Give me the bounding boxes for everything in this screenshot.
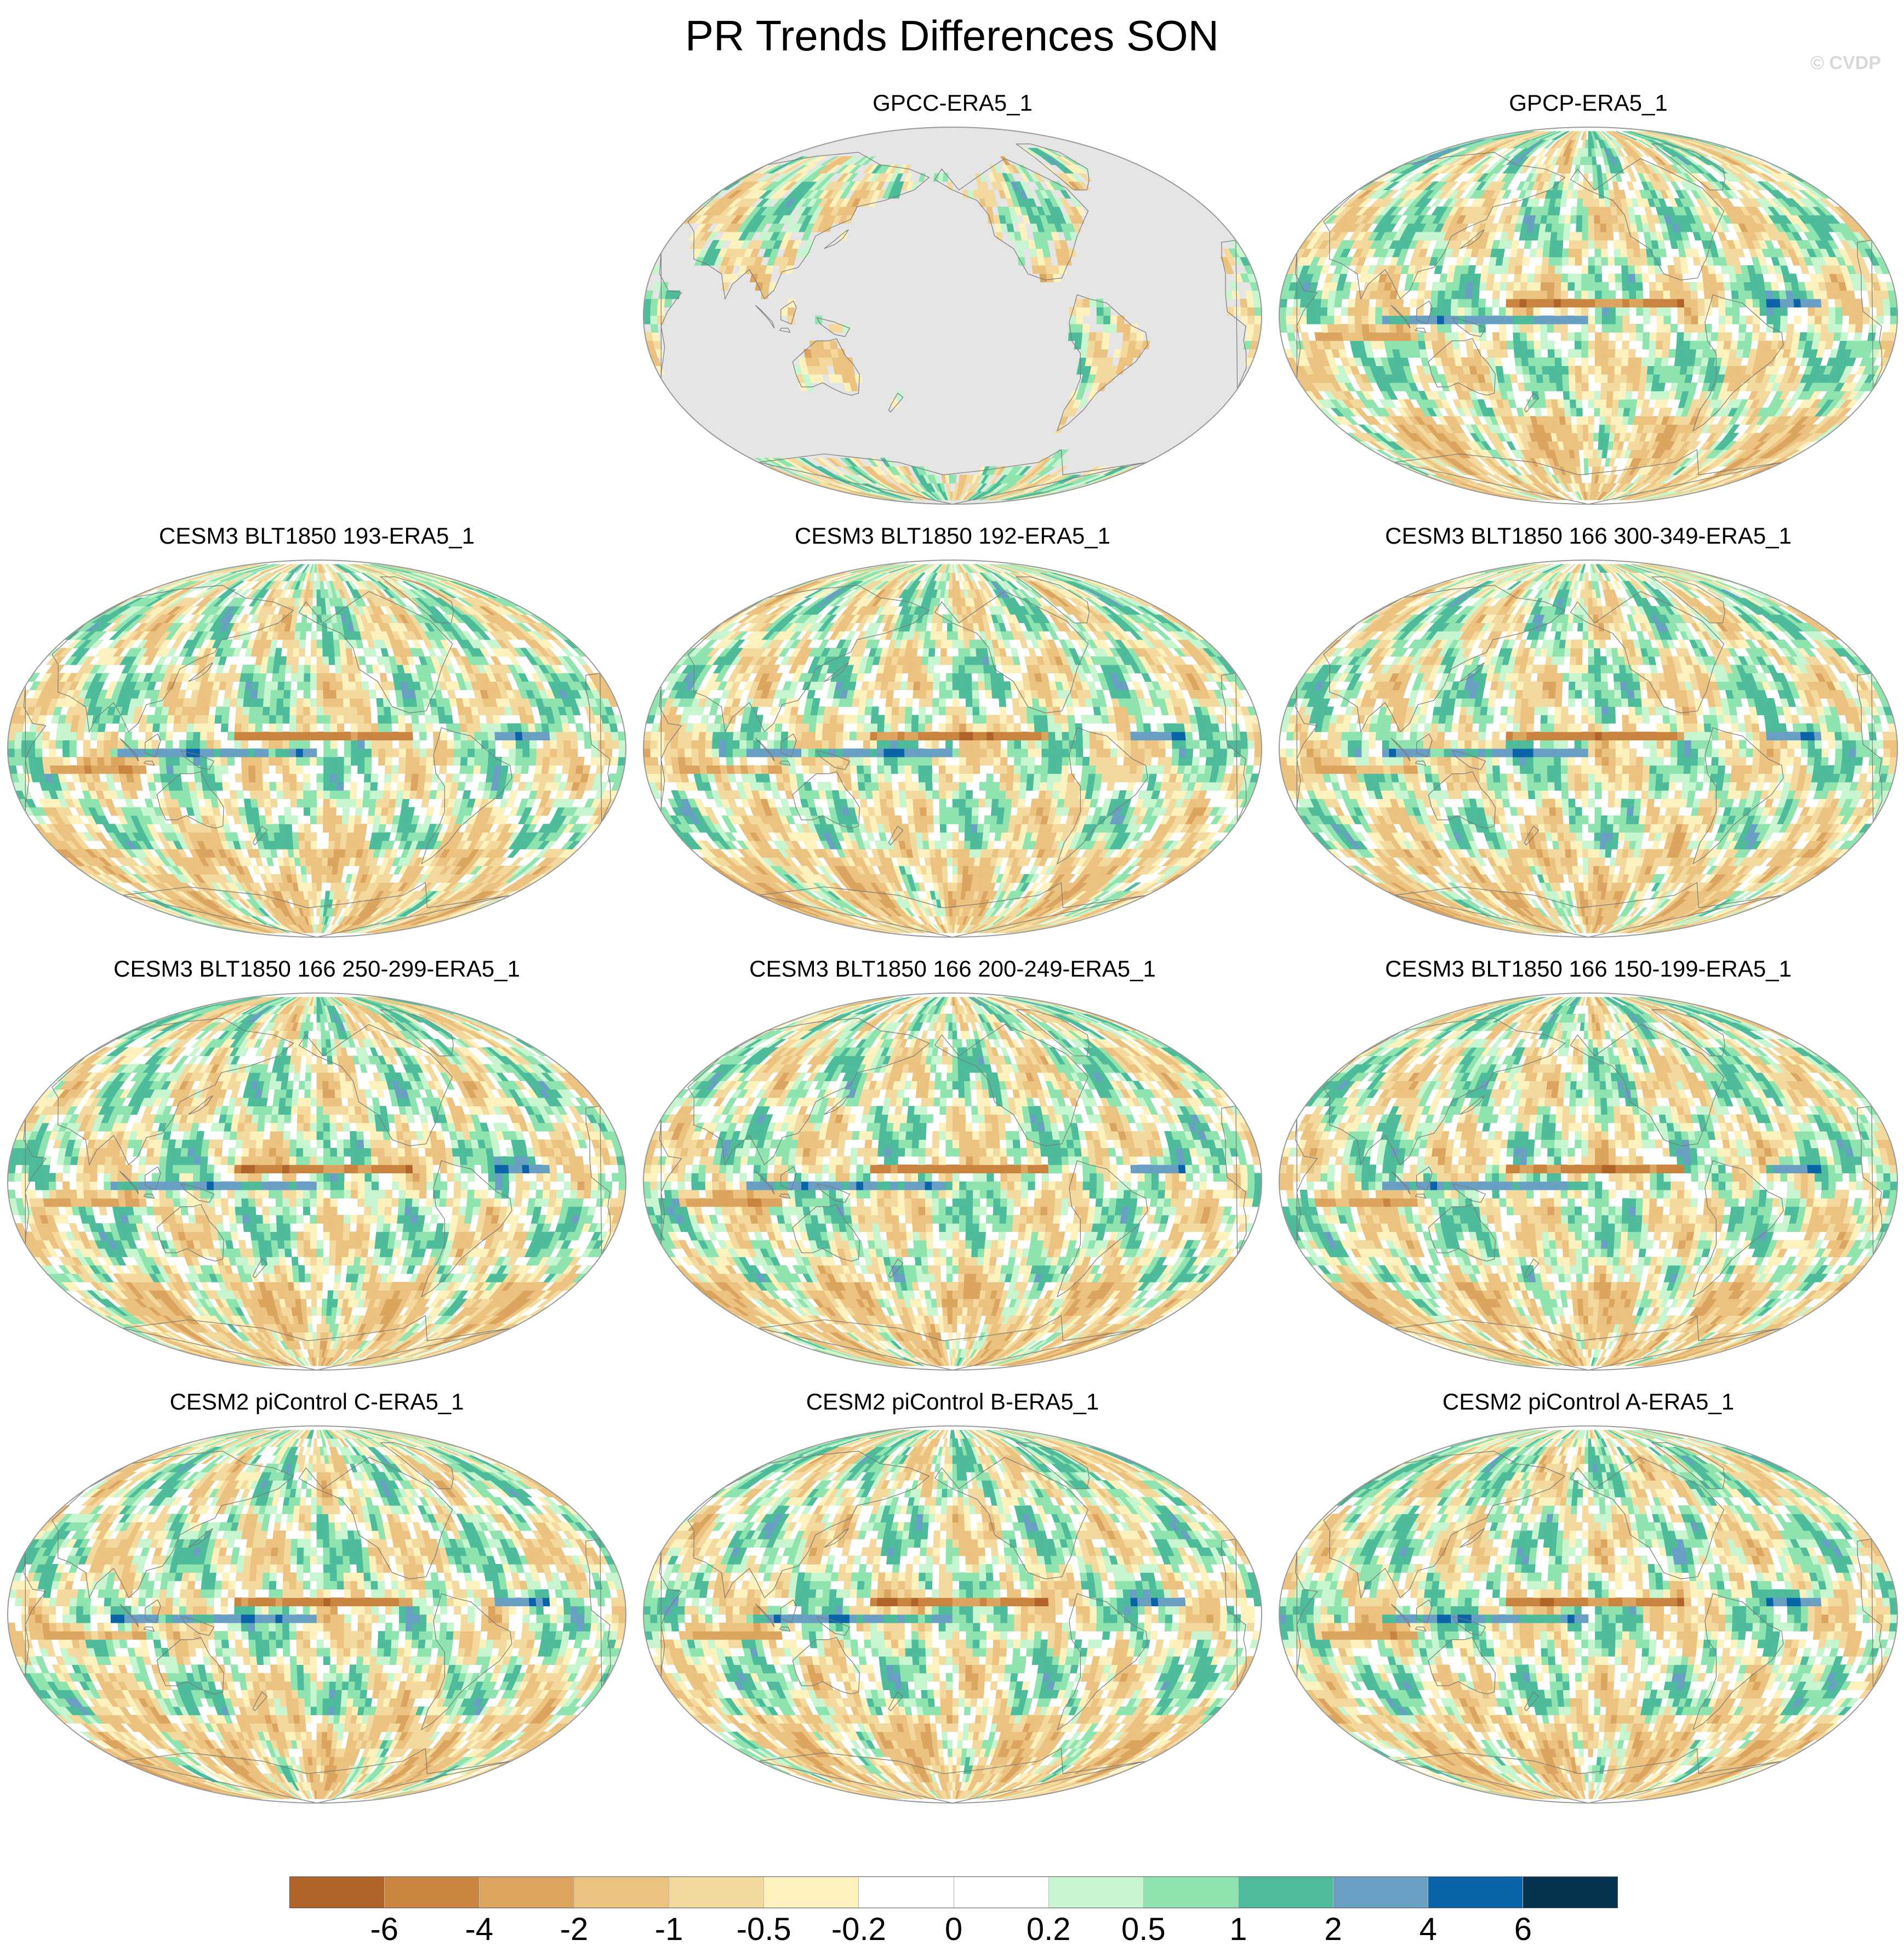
- globe-outline: [7, 560, 626, 938]
- colorbar-tick-label: 6: [1514, 1910, 1532, 1949]
- map-panel: CESM3 BLT1850 193-ERA5_1: [4, 521, 629, 948]
- robinson-map: [1279, 127, 1898, 505]
- trend-field: [643, 564, 1262, 933]
- trend-field: [1279, 997, 1897, 1366]
- colorbar-box: [1238, 1877, 1333, 1908]
- map-panel: CESM2 piControl C-ERA5_1: [4, 1387, 629, 1814]
- map-panel: CESM3 BLT1850 192-ERA5_1: [640, 521, 1265, 948]
- cvdp-credit: © CVDP: [1810, 53, 1881, 74]
- panel-title: GPCC-ERA5_1: [640, 88, 1265, 118]
- coastlines: [1295, 1009, 1883, 1370]
- colorbar-box: [858, 1877, 954, 1908]
- map-panel: CESM2 piControl A-ERA5_1: [1276, 1387, 1901, 1814]
- robinson-map: [7, 1425, 626, 1804]
- globe-outline: [643, 1425, 1262, 1804]
- colorbar-tick-label: 1: [1229, 1910, 1247, 1949]
- robinson-map: [643, 992, 1262, 1371]
- panel-title: GPCP-ERA5_1: [1276, 88, 1901, 118]
- trend-field: [1279, 131, 1897, 500]
- colorbar-box: [384, 1877, 480, 1908]
- panel-title: CESM3 BLT1850 166 150-199-ERA5_1: [1276, 954, 1901, 984]
- globe-outline: [1279, 992, 1898, 1371]
- panel-title: CESM3 BLT1850 193-ERA5_1: [4, 521, 629, 551]
- globe-outline: [1279, 127, 1898, 505]
- colorbar-tick-label: -2: [560, 1910, 589, 1949]
- panel-title: CESM2 piControl A-ERA5_1: [1276, 1387, 1901, 1417]
- panel-title: CESM3 BLT1850 192-ERA5_1: [640, 521, 1265, 551]
- colorbar-tick-label: 0.5: [1121, 1910, 1166, 1949]
- panel-title: CESM3 BLT1850 166 250-299-ERA5_1: [4, 954, 629, 984]
- colorbar-tick-label: 2: [1324, 1910, 1342, 1949]
- robinson-map: [643, 560, 1262, 938]
- figure-title: PR Trends Differences SON: [0, 5, 1904, 66]
- colorbar-box: [574, 1877, 669, 1908]
- robinson-map: [7, 560, 626, 938]
- colorbar-box: [1143, 1877, 1238, 1908]
- panel-title: CESM3 BLT1850 166 300-349-ERA5_1: [1276, 521, 1901, 551]
- robinson-map: [643, 1425, 1262, 1804]
- colorbar-tick-label: -0.2: [831, 1910, 886, 1949]
- trend-field: [8, 1430, 626, 1799]
- map-panel: CESM2 piControl B-ERA5_1: [640, 1387, 1265, 1814]
- colorbar: [289, 1876, 1618, 1908]
- colorbar-tick-label: 0.2: [1027, 1910, 1071, 1949]
- coastlines: [23, 1442, 611, 1803]
- globe-outline: [7, 992, 626, 1371]
- coastlines: [659, 577, 1247, 937]
- colorbar-box: [290, 1877, 385, 1908]
- map-panel: GPCC-ERA5_1: [640, 88, 1265, 515]
- colorbar-box: [479, 1877, 574, 1908]
- map-panel: GPCP-ERA5_1: [1276, 88, 1901, 515]
- map-panel: CESM3 BLT1850 166 150-199-ERA5_1: [1276, 954, 1901, 1381]
- trend-field: [8, 997, 626, 1366]
- colorbar-box: [1048, 1877, 1143, 1908]
- globe-outline: [1279, 1425, 1898, 1804]
- colorbar-labels: -6 -4 -2 -1 -0.5 -0.2 0 0.2 0.5 1 2 4 6: [289, 1910, 1618, 1954]
- robinson-map: [1279, 560, 1898, 938]
- panel-title: CESM2 piControl C-ERA5_1: [4, 1387, 629, 1417]
- coastlines: [1295, 577, 1883, 937]
- colorbar-tick-label: 0: [945, 1910, 962, 1949]
- panel-title: CESM3 BLT1850 166 200-249-ERA5_1: [640, 954, 1265, 984]
- colorbar-tick-label: -0.5: [737, 1910, 791, 1949]
- coastlines: [1295, 144, 1883, 504]
- robinson-map: [1279, 992, 1898, 1371]
- coastlines: [659, 1442, 1247, 1803]
- colorbar-box: [1332, 1877, 1428, 1908]
- trend-field: [1279, 564, 1897, 933]
- globe-outline: [643, 992, 1262, 1371]
- globe-outline: [643, 560, 1262, 938]
- coastlines: [659, 1009, 1247, 1370]
- map-panel: CESM3 BLT1850 166 300-349-ERA5_1: [1276, 521, 1901, 948]
- colorbar-tick-label: -1: [655, 1910, 683, 1949]
- coastlines: [23, 577, 611, 937]
- globe-outline: [7, 1425, 626, 1804]
- coastlines: [23, 1009, 611, 1370]
- coastlines: [659, 144, 1247, 504]
- robinson-map: [1279, 1425, 1898, 1804]
- robinson-map: [7, 992, 626, 1371]
- colorbar-tick-label: 4: [1420, 1910, 1437, 1949]
- coastlines: [1295, 1442, 1883, 1803]
- panel-title: CESM2 piControl B-ERA5_1: [640, 1387, 1265, 1417]
- colorbar-tick-label: -4: [465, 1910, 493, 1949]
- map-panel: CESM3 BLT1850 166 250-299-ERA5_1: [4, 954, 629, 1381]
- trend-field: [643, 1430, 1262, 1799]
- globe-outline: [643, 127, 1262, 505]
- colorbar-tick-label: -6: [370, 1910, 398, 1949]
- colorbar-box: [1427, 1877, 1523, 1908]
- colorbar-box: [763, 1877, 859, 1908]
- globe-outline: [1279, 560, 1898, 938]
- map-panel: CESM3 BLT1850 166 200-249-ERA5_1: [640, 954, 1265, 1381]
- colorbar-box: [669, 1877, 764, 1908]
- colorbar-box: [1523, 1877, 1618, 1908]
- colorbar-box: [953, 1877, 1048, 1908]
- robinson-map: [643, 127, 1262, 505]
